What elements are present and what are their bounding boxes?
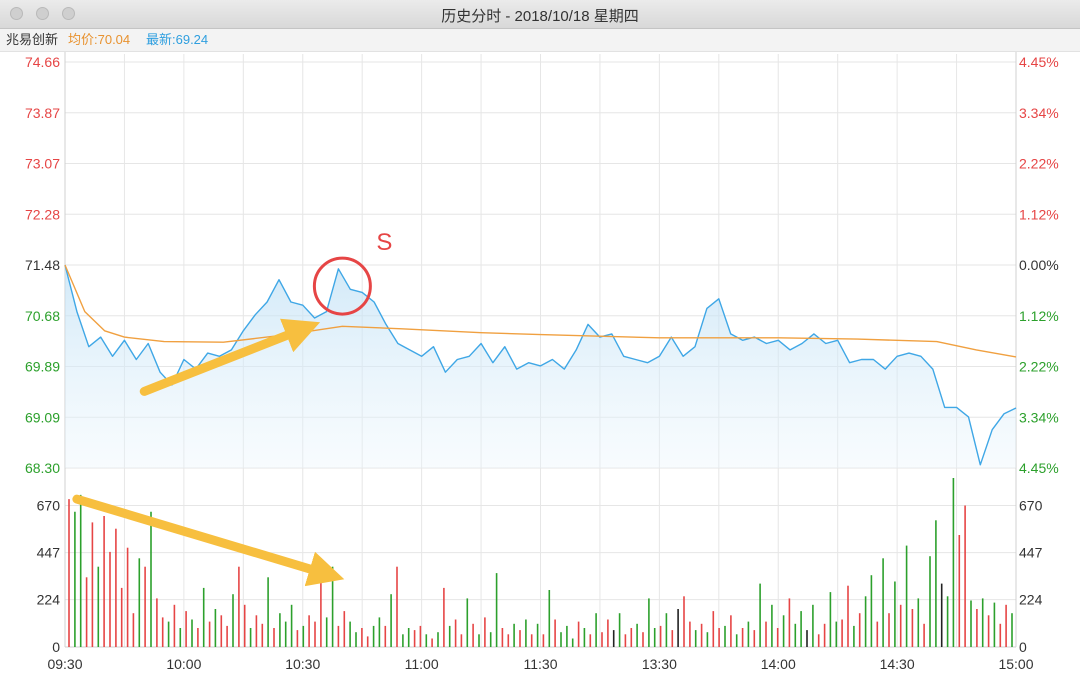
volume-tick-label: 224 [37,592,61,608]
volume-tick-label: 447 [37,545,61,561]
volume-tick-label: 0 [1019,639,1027,655]
volume-tick-label: 0 [52,639,60,655]
price-line [64,264,1017,466]
percent-tick-label: 4.45% [1019,54,1059,70]
average-price-line [64,264,1017,358]
percent-tick-label: 1.12% [1019,308,1059,324]
time-tick-label: 14:00 [761,656,796,672]
sell-signal-circle [312,256,372,316]
percent-tick-label: 3.34% [1019,105,1059,121]
price-tick-label: 73.07 [25,156,60,172]
time-tick-label: 15:00 [998,656,1033,672]
average-price-label: 均价:70.04 [68,32,131,47]
percent-tick-label: 0.00% [1019,257,1059,273]
volume-tick-label: 224 [1019,592,1043,608]
time-tick-label: 10:00 [166,656,201,672]
window-title: 历史分时 - 2018/10/18 星期四 [441,8,639,25]
volume-down-arrow [72,494,345,587]
time-tick-label: 10:30 [285,656,320,672]
maximize-window-icon[interactable] [62,7,75,20]
price-tick-label: 72.28 [25,206,60,222]
price-tick-label: 70.68 [25,308,60,324]
quote-info-bar: 兆易创新 均价:70.04 最新:69.24 [0,29,1080,52]
percent-tick-label: 3.34% [1019,409,1059,425]
stock-name: 兆易创新 [6,32,59,47]
percent-tick-label: 2.22% [1019,359,1059,375]
price-tick-label: 69.89 [25,359,60,375]
price-tick-label: 73.87 [25,105,60,121]
volume-tick-label: 447 [1019,545,1043,561]
minimize-window-icon[interactable] [36,7,49,20]
price-tick-label: 71.48 [25,257,60,273]
volume-tick-label: 670 [37,497,61,513]
close-window-icon[interactable] [10,7,23,20]
percent-tick-label: 4.45% [1019,460,1059,476]
price-tick-label: 68.30 [25,460,60,476]
price-tick-label: 69.09 [25,409,60,425]
time-tick-label: 14:30 [880,656,915,672]
percent-tick-label: 2.22% [1019,156,1059,172]
latest-price-label: 最新:69.24 [146,32,209,47]
price-tick-label: 74.66 [25,54,60,70]
time-tick-label: 13:30 [642,656,677,672]
time-tick-label: 11:30 [524,656,558,672]
time-tick-label: 09:30 [47,656,82,672]
percent-tick-label: 1.12% [1019,206,1059,222]
sell-signal-label: S [376,229,392,256]
volume-tick-label: 670 [1019,497,1043,513]
time-tick-label: 11:00 [405,656,439,672]
trend-up-arrow [139,318,321,396]
window-titlebar: 历史分时 - 2018/10/18 星期四 [0,0,1080,29]
